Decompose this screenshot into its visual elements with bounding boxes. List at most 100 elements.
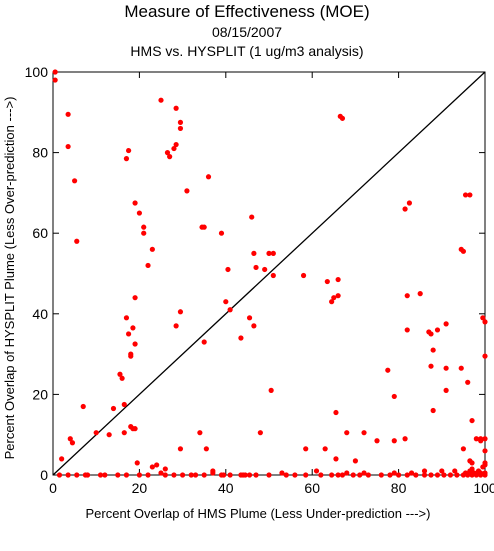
data-point	[329, 299, 335, 305]
data-point	[177, 309, 184, 315]
data-point	[253, 264, 259, 271]
data-point	[428, 363, 434, 369]
data-point	[132, 341, 138, 347]
y-tick-label: 100	[25, 64, 49, 80]
data-point	[460, 472, 466, 478]
data-point	[402, 436, 408, 442]
data-point	[65, 143, 71, 150]
data-point	[266, 472, 272, 478]
data-point	[430, 407, 436, 414]
data-point	[201, 339, 207, 345]
reference-diagonal	[52, 71, 486, 476]
data-point	[421, 468, 428, 474]
data-point	[447, 472, 454, 478]
data-point	[177, 125, 184, 132]
data-point	[396, 472, 402, 478]
data-point	[322, 446, 328, 452]
data-point	[352, 458, 358, 464]
data-point	[385, 367, 391, 373]
data-point	[270, 250, 276, 256]
data-point	[72, 178, 78, 184]
data-point	[93, 430, 99, 436]
data-point	[443, 387, 449, 393]
data-point	[482, 436, 488, 442]
x-tick-label: 40	[218, 480, 234, 496]
data-point	[361, 430, 367, 436]
data-point	[404, 327, 410, 333]
data-point	[106, 432, 112, 438]
data-point	[408, 470, 415, 476]
data-point	[344, 470, 350, 476]
data-point	[149, 246, 155, 252]
data-point	[478, 470, 484, 476]
data-point	[158, 97, 164, 103]
data-point	[473, 436, 479, 442]
data-point	[458, 365, 464, 371]
data-point	[149, 464, 155, 470]
data-point	[136, 210, 142, 216]
data-point	[292, 472, 298, 478]
data-point	[128, 353, 134, 359]
data-point	[391, 470, 397, 476]
y-tick-label: 80	[32, 145, 48, 161]
data-point	[402, 206, 408, 212]
data-point	[391, 393, 397, 400]
data-point	[132, 200, 138, 206]
data-point	[126, 147, 132, 154]
data-point	[65, 472, 71, 478]
data-point	[430, 347, 436, 353]
data-point	[434, 472, 441, 478]
data-point	[480, 315, 486, 321]
chart-title: Measure of Effectiveness (MOE)	[124, 2, 369, 21]
data-point	[365, 472, 371, 478]
data-point	[421, 472, 428, 478]
data-point	[413, 472, 419, 478]
data-point	[478, 438, 484, 444]
data-point	[84, 472, 91, 478]
data-point	[469, 466, 475, 472]
data-point	[164, 150, 171, 156]
y-tick-label: 60	[32, 225, 48, 241]
data-point	[80, 403, 86, 410]
y-axis-label: Percent Overlap of HYSPLIT Plume (Less O…	[2, 97, 17, 460]
data-point	[162, 472, 168, 478]
data-point	[141, 230, 147, 236]
data-point	[162, 466, 168, 472]
x-tick-label: 0	[49, 480, 57, 496]
data-point	[121, 401, 127, 408]
data-point	[465, 379, 471, 385]
one-to-one-line	[52, 71, 486, 476]
data-point	[227, 472, 233, 478]
data-point	[404, 293, 410, 299]
data-point	[69, 440, 76, 446]
data-point	[268, 387, 274, 393]
data-point	[173, 105, 179, 111]
data-point	[246, 472, 253, 478]
data-point	[119, 375, 125, 381]
data-point	[238, 335, 244, 341]
data-point	[52, 77, 58, 83]
data-point	[238, 472, 244, 478]
data-point	[132, 426, 138, 432]
data-point	[145, 472, 151, 478]
data-point	[201, 472, 207, 478]
x-tick-label: 100	[473, 480, 494, 496]
data-point	[482, 448, 488, 454]
chart-subtitle-analysis: HMS vs. HYSPLIT (1 ug/m3 analysis)	[130, 43, 363, 59]
y-tick-label: 20	[32, 386, 48, 402]
data-point	[318, 472, 324, 478]
data-point	[482, 460, 488, 466]
data-point	[460, 248, 466, 254]
data-point	[339, 115, 346, 121]
data-point	[225, 266, 231, 273]
data-point	[357, 472, 363, 478]
data-point	[130, 325, 136, 331]
data-point	[158, 470, 164, 476]
data-point	[205, 174, 212, 180]
data-point	[335, 276, 341, 283]
data-point	[452, 468, 458, 474]
data-point	[141, 224, 147, 230]
data-point	[404, 472, 410, 478]
data-point	[406, 200, 412, 206]
